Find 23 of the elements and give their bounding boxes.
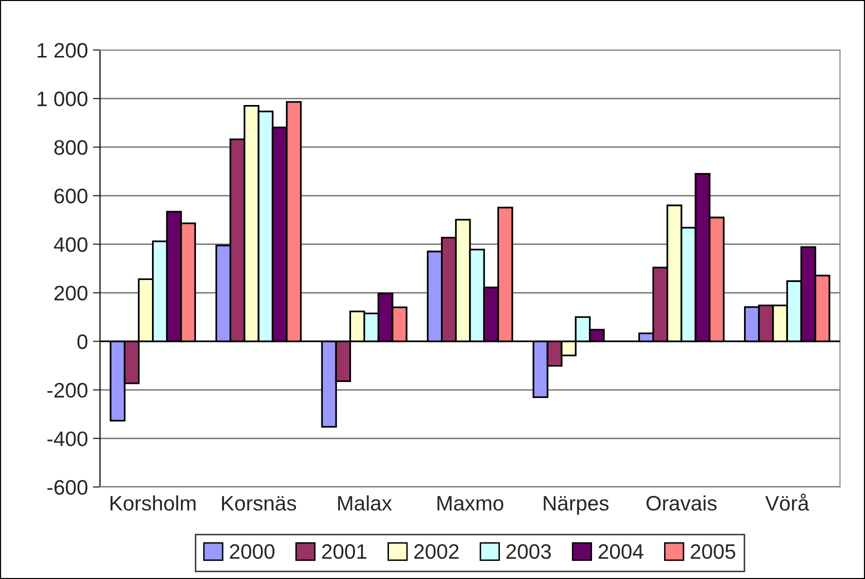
legend-label: 2004 xyxy=(598,544,644,559)
x-tick-label: Oravais xyxy=(646,495,717,511)
legend-label: 2005 xyxy=(690,544,736,559)
y-tick-label: -200 xyxy=(47,382,88,398)
y-tick-label: 1 200 xyxy=(38,43,88,58)
x-tick-label: Korsnäs xyxy=(222,496,296,511)
x-tick-label: Närpes xyxy=(544,496,609,515)
y-tick-label: 600 xyxy=(54,188,88,204)
y-tick-label: 400 xyxy=(54,237,88,252)
y-tick-label: 0 xyxy=(77,334,88,350)
legend-label: 2000 xyxy=(230,544,274,559)
y-tick-label: 200 xyxy=(54,286,88,301)
x-tick-label: Maxmo xyxy=(438,496,504,511)
legend-label: 2001 xyxy=(322,544,366,559)
y-tick-label: 800 xyxy=(54,140,88,155)
legend-label: 2002 xyxy=(414,544,459,559)
y-tick-label: 1 000 xyxy=(38,92,88,106)
y-tick-label: -400 xyxy=(47,431,88,446)
x-tick-label: Vörå xyxy=(765,494,810,511)
x-tick-label: Malax xyxy=(338,495,392,511)
y-tick-label: -600 xyxy=(47,480,88,495)
legend-label: 2003 xyxy=(506,544,551,559)
x-tick-label: Korsholm xyxy=(110,495,196,511)
